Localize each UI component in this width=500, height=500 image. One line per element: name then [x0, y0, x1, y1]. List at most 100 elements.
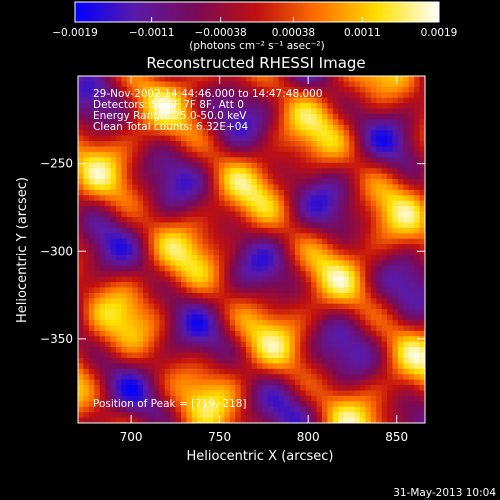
- heatmap-cell: [110, 200, 117, 207]
- heatmap-cell: [170, 406, 176, 413]
- heatmap-cell: [181, 173, 187, 180]
- heatmap-cell: [408, 265, 415, 272]
- heatmap-cell: [332, 330, 339, 337]
- heatmap-cell: [218, 108, 225, 115]
- heatmap-cell: [229, 222, 236, 229]
- heatmap-cell: [94, 103, 101, 109]
- heatmap-cell: [289, 357, 296, 364]
- heatmap-cell: [202, 401, 209, 408]
- heatmap-cell: [262, 249, 269, 256]
- heatmap-cell: [387, 86, 393, 93]
- heatmap-cell: [273, 173, 280, 180]
- heatmap-cell: [83, 390, 90, 397]
- heatmap-cell: [300, 222, 307, 229]
- heatmap-cell: [305, 374, 312, 381]
- heatmap-cell: [408, 309, 415, 315]
- heatmap-cell: [191, 352, 198, 359]
- heatmap-cell: [403, 222, 410, 229]
- heatmap-cell: [284, 233, 290, 240]
- heatmap-cell: [213, 341, 220, 348]
- heatmap-cell: [300, 151, 307, 158]
- heatmap-cell: [381, 216, 388, 223]
- heatmap-cell: [224, 336, 231, 343]
- heatmap-cell: [289, 390, 296, 397]
- heatmap-cell: [289, 319, 296, 326]
- heatmap-cell: [414, 341, 420, 348]
- heatmap-cell: [256, 157, 263, 164]
- heatmap-cell: [224, 151, 231, 158]
- heatmap-cell: [110, 135, 117, 142]
- heatmap-cell: [392, 417, 399, 423]
- heatmap-cell: [381, 249, 388, 256]
- heatmap-cell: [311, 173, 317, 180]
- heatmap-cell: [132, 157, 139, 164]
- heatmap-cell: [251, 271, 258, 278]
- heatmap-cell: [143, 292, 149, 299]
- heatmap-cell: [115, 211, 122, 218]
- heatmap-cell: [338, 81, 345, 88]
- heatmap-cell: [235, 113, 242, 120]
- heatmap-cell: [197, 86, 204, 93]
- heatmap-cell: [289, 238, 296, 245]
- heatmap-cell: [327, 200, 334, 207]
- heatmap-cell: [273, 325, 280, 332]
- heatmap-cell: [148, 146, 155, 153]
- heatmap-cell: [305, 119, 312, 126]
- heatmap-cell: [300, 189, 307, 196]
- heatmap-cell: [218, 309, 225, 315]
- heatmap-cell: [213, 86, 220, 93]
- heatmap-cell: [83, 298, 90, 305]
- heatmap-cell: [284, 325, 290, 332]
- heatmap-cell: [94, 151, 101, 158]
- heatmap-cell: [246, 233, 252, 240]
- heatmap-cell: [159, 260, 166, 267]
- heatmap-cell: [403, 385, 410, 391]
- heatmap-cell: [397, 189, 404, 196]
- heatmap-cell: [181, 184, 187, 191]
- heatmap-cell: [408, 271, 415, 278]
- heatmap-cell: [78, 325, 84, 332]
- heatmap-cell: [300, 108, 307, 115]
- heatmap-cell: [99, 406, 106, 413]
- heatmap-cell: [251, 81, 258, 88]
- heatmap-cell: [316, 363, 323, 370]
- heatmap-cell: [338, 103, 345, 109]
- heatmap-cell: [175, 124, 182, 131]
- heatmap-cell: [408, 216, 415, 223]
- heatmap-cell: [387, 412, 393, 418]
- heatmap-cell: [267, 238, 274, 245]
- heatmap-cell: [137, 168, 144, 174]
- heatmap-cell: [78, 395, 84, 402]
- heatmap-cell: [99, 189, 106, 196]
- heatmap-cell: [181, 330, 187, 337]
- heatmap-cell: [327, 395, 334, 402]
- heatmap-cell: [262, 76, 269, 82]
- x-tick-label: 800: [297, 430, 320, 444]
- heatmap-cell: [370, 292, 377, 299]
- heatmap-cell: [349, 379, 355, 386]
- heatmap-cell: [278, 309, 285, 315]
- heatmap-cell: [186, 303, 193, 310]
- heatmap-cell: [94, 157, 101, 164]
- heatmap-cell: [175, 401, 182, 408]
- heatmap-cell: [191, 103, 198, 109]
- heatmap-cell: [289, 119, 296, 126]
- heatmap-cell: [175, 385, 182, 391]
- heatmap-cell: [115, 309, 122, 315]
- heatmap-cell: [316, 124, 323, 131]
- heatmap-cell: [403, 103, 410, 109]
- heatmap-cell: [115, 244, 122, 250]
- heatmap-cell: [305, 385, 312, 391]
- heatmap-cell: [202, 233, 209, 240]
- colorbar-tick-label: −0.00038: [194, 27, 246, 39]
- heatmap-cell: [359, 227, 366, 234]
- heatmap-cell: [262, 417, 269, 423]
- heatmap-cell: [370, 406, 377, 413]
- heatmap-cell: [370, 184, 377, 191]
- heatmap-cell: [164, 260, 171, 267]
- heatmap-cell: [213, 103, 220, 109]
- heatmap-cell: [305, 303, 312, 310]
- heatmap-cell: [376, 200, 383, 207]
- heatmap-cell: [284, 314, 290, 321]
- heatmap-cell: [370, 108, 377, 115]
